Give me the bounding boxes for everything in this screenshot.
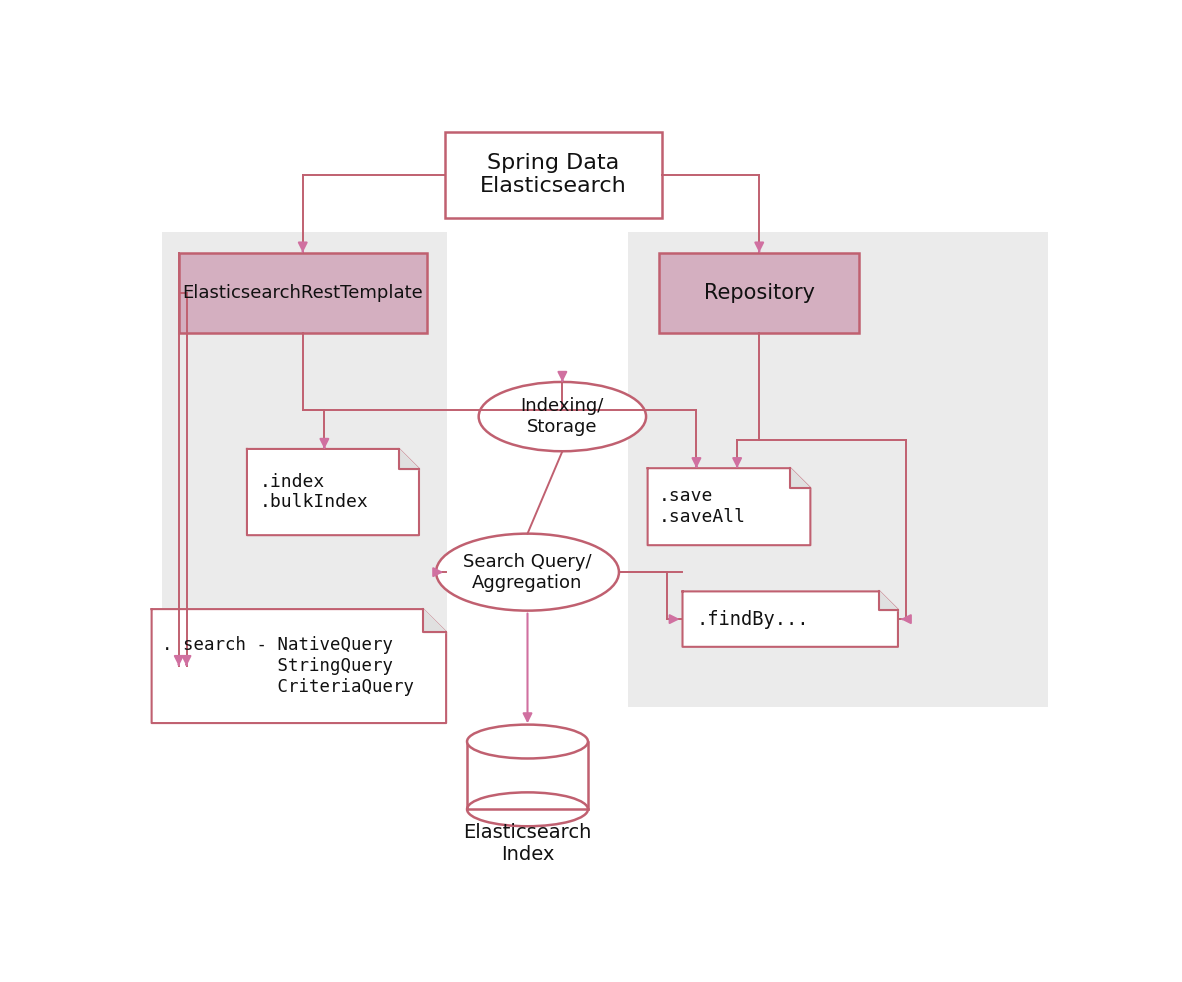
Text: Elasticsearch
Index: Elasticsearch Index bbox=[463, 823, 592, 864]
Polygon shape bbox=[151, 609, 446, 723]
Ellipse shape bbox=[479, 382, 647, 452]
Text: Spring Data
Elasticsearch: Spring Data Elasticsearch bbox=[480, 153, 626, 196]
Ellipse shape bbox=[436, 533, 619, 611]
FancyBboxPatch shape bbox=[444, 132, 662, 218]
Ellipse shape bbox=[467, 725, 587, 758]
Text: Repository: Repository bbox=[703, 283, 814, 303]
Polygon shape bbox=[648, 468, 811, 545]
Text: .save
.saveAll: .save .saveAll bbox=[658, 487, 746, 526]
FancyBboxPatch shape bbox=[178, 252, 427, 334]
Text: .findBy...: .findBy... bbox=[696, 610, 808, 628]
Polygon shape bbox=[879, 591, 898, 610]
Text: Indexing/
Storage: Indexing/ Storage bbox=[521, 397, 604, 436]
Polygon shape bbox=[398, 449, 418, 469]
Text: ElasticsearchRestTemplate: ElasticsearchRestTemplate bbox=[182, 284, 423, 302]
Polygon shape bbox=[791, 468, 811, 488]
Polygon shape bbox=[682, 591, 898, 647]
FancyBboxPatch shape bbox=[162, 232, 447, 707]
Ellipse shape bbox=[467, 792, 587, 826]
Text: . search - NativeQuery
           StringQuery
           CriteriaQuery: . search - NativeQuery StringQuery Crite… bbox=[162, 636, 415, 696]
Text: Search Query/
Aggregation: Search Query/ Aggregation bbox=[463, 553, 592, 591]
FancyBboxPatch shape bbox=[467, 741, 587, 809]
FancyBboxPatch shape bbox=[629, 232, 1048, 707]
FancyBboxPatch shape bbox=[660, 252, 859, 334]
Polygon shape bbox=[247, 449, 418, 535]
Text: .index
.bulkIndex: .index .bulkIndex bbox=[259, 472, 368, 512]
Polygon shape bbox=[423, 609, 446, 632]
